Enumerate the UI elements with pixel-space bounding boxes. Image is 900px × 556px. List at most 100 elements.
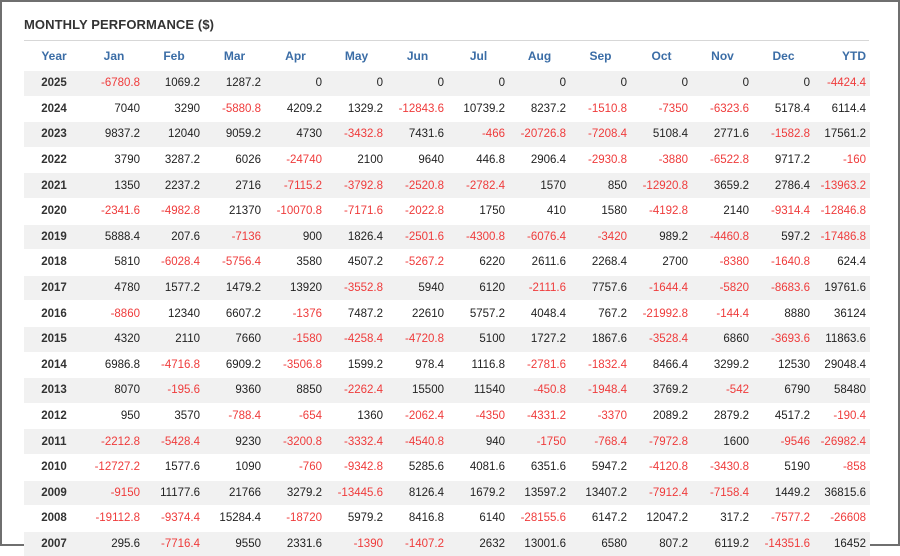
column-header-dec: Dec: [753, 42, 814, 71]
month-value-cell: -1832.4: [570, 352, 631, 378]
month-value-cell: 21766: [204, 480, 265, 506]
month-value-cell: -3528.4: [631, 326, 692, 352]
month-value-cell: -2520.8: [387, 173, 448, 199]
month-value-cell: -8860: [84, 301, 144, 327]
year-cell: 2023: [24, 122, 84, 148]
month-value-cell: 5285.6: [387, 454, 448, 480]
month-value-cell: 13597.2: [509, 480, 570, 506]
month-value-cell: 1350: [84, 173, 144, 199]
month-value-cell: 6860: [692, 326, 753, 352]
month-value-cell: -3332.4: [326, 429, 387, 455]
month-value-cell: 6119.2: [692, 531, 753, 556]
year-cell: 2009: [24, 480, 84, 506]
month-value-cell: -5267.2: [387, 250, 448, 276]
year-cell: 2019: [24, 224, 84, 250]
month-value-cell: 0: [692, 71, 753, 97]
column-header-aug: Aug: [509, 42, 570, 71]
month-value-cell: 3290: [144, 96, 204, 122]
month-value-cell: -4258.4: [326, 326, 387, 352]
month-value-cell: 6026: [204, 147, 265, 173]
ytd-cell: 58480: [814, 378, 870, 404]
month-value-cell: 2089.2: [631, 403, 692, 429]
panel-title: MONTHLY PERFORMANCE ($): [24, 17, 214, 32]
month-value-cell: -2022.8: [387, 198, 448, 224]
month-value-cell: 1580: [570, 198, 631, 224]
month-value-cell: 1090: [204, 454, 265, 480]
month-value-cell: 7431.6: [387, 122, 448, 148]
month-value-cell: 9640: [387, 147, 448, 173]
month-value-cell: 1599.2: [326, 352, 387, 378]
month-value-cell: 0: [326, 71, 387, 97]
month-value-cell: 2140: [692, 198, 753, 224]
month-value-cell: 6986.8: [84, 352, 144, 378]
month-value-cell: 3790: [84, 147, 144, 173]
month-value-cell: 807.2: [631, 531, 692, 556]
ytd-cell: 29048.4: [814, 352, 870, 378]
month-value-cell: 2100: [326, 147, 387, 173]
month-value-cell: 9837.2: [84, 122, 144, 148]
month-value-cell: 0: [631, 71, 692, 97]
year-cell: 2013: [24, 378, 84, 404]
month-value-cell: 12530: [753, 352, 814, 378]
month-value-cell: 6120: [448, 275, 509, 301]
month-value-cell: -6522.8: [692, 147, 753, 173]
month-value-cell: 3580: [265, 250, 326, 276]
month-value-cell: -7171.6: [326, 198, 387, 224]
month-value-cell: 22610: [387, 301, 448, 327]
year-cell: 2018: [24, 250, 84, 276]
month-value-cell: -1510.8: [570, 96, 631, 122]
month-value-cell: -4716.8: [144, 352, 204, 378]
month-value-cell: -4120.8: [631, 454, 692, 480]
month-value-cell: 1867.6: [570, 326, 631, 352]
month-value-cell: 1360: [326, 403, 387, 429]
month-value-cell: 5100: [448, 326, 509, 352]
column-header-may: May: [326, 42, 387, 71]
month-value-cell: -2781.6: [509, 352, 570, 378]
column-header-jun: Jun: [387, 42, 448, 71]
month-value-cell: -7158.4: [692, 480, 753, 506]
month-value-cell: 6140: [448, 506, 509, 532]
column-header-ytd: YTD: [814, 42, 870, 71]
month-value-cell: -6323.6: [692, 96, 753, 122]
month-value-cell: -3552.8: [326, 275, 387, 301]
month-value-cell: -2930.8: [570, 147, 631, 173]
ytd-cell: -17486.8: [814, 224, 870, 250]
month-value-cell: -8683.6: [753, 275, 814, 301]
column-header-apr: Apr: [265, 42, 326, 71]
month-value-cell: -1580: [265, 326, 326, 352]
month-value-cell: 900: [265, 224, 326, 250]
month-value-cell: -7716.4: [144, 531, 204, 556]
month-value-cell: 767.2: [570, 301, 631, 327]
month-value-cell: 989.2: [631, 224, 692, 250]
month-value-cell: -1376: [265, 301, 326, 327]
month-value-cell: -5756.4: [204, 250, 265, 276]
month-value-cell: 0: [509, 71, 570, 97]
title-divider: [24, 40, 869, 41]
month-value-cell: -2062.4: [387, 403, 448, 429]
year-cell: 2012: [24, 403, 84, 429]
month-value-cell: -7912.4: [631, 480, 692, 506]
month-value-cell: 8237.2: [509, 96, 570, 122]
month-value-cell: -2782.4: [448, 173, 509, 199]
column-header-nov: Nov: [692, 42, 753, 71]
month-value-cell: 13407.2: [570, 480, 631, 506]
month-value-cell: 8070: [84, 378, 144, 404]
month-value-cell: 9230: [204, 429, 265, 455]
ytd-cell: 11863.6: [814, 326, 870, 352]
month-value-cell: 7040: [84, 96, 144, 122]
month-value-cell: -788.4: [204, 403, 265, 429]
month-value-cell: -3430.8: [692, 454, 753, 480]
month-value-cell: 9717.2: [753, 147, 814, 173]
column-header-jul: Jul: [448, 42, 509, 71]
month-value-cell: -3432.8: [326, 122, 387, 148]
month-value-cell: 5810: [84, 250, 144, 276]
month-value-cell: 10739.2: [448, 96, 509, 122]
month-value-cell: 7757.6: [570, 275, 631, 301]
ytd-cell: -160: [814, 147, 870, 173]
